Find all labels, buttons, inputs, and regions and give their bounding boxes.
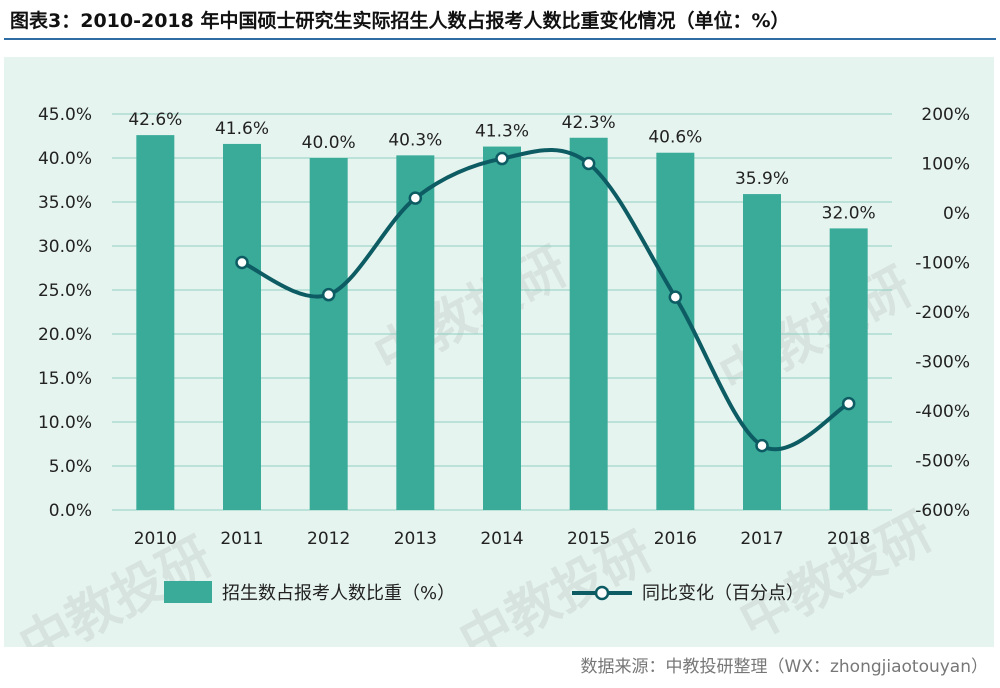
bar-data-label: 35.9%	[735, 169, 789, 189]
bar-data-label: 41.3%	[475, 122, 529, 142]
y-right-tick-label: 200%	[921, 105, 970, 125]
source-note: 数据来源：中教投研整理（WX：zhongjiaotouyan）	[580, 657, 988, 677]
bar-data-label: 40.6%	[648, 128, 702, 148]
y-right-tick-label: -100%	[915, 254, 970, 274]
y-right-tick-label: -400%	[915, 402, 970, 422]
legend-bar-label: 招生数占报考人数比重（%）	[222, 583, 455, 604]
y-left-tick-label: 5.0%	[49, 457, 92, 477]
y-right-tick-label: 0%	[943, 204, 970, 224]
y-right-tick-label: -500%	[915, 452, 970, 472]
bar	[829, 228, 868, 510]
x-tick-label: 2010	[134, 529, 177, 549]
x-tick-label: 2012	[307, 529, 350, 549]
chart-panel: 中教投研 中教投研 中教投研 中教投研 中教投研 0.0% 5.0% 10.0% 15.0% 20…	[4, 57, 994, 647]
watermark: 中教投研	[710, 257, 922, 408]
bar	[223, 143, 261, 511]
legend-line-marker	[594, 585, 610, 601]
y-left-tick-label: 0.0%	[49, 501, 92, 521]
bar	[743, 194, 781, 510]
bar	[309, 158, 348, 510]
line-marker	[235, 255, 249, 270]
bar-data-label: 42.6%	[128, 110, 182, 130]
line-marker	[841, 396, 856, 411]
line-marker	[668, 290, 683, 304]
line-marker	[495, 151, 509, 166]
bar-data-label: 40.3%	[388, 130, 442, 150]
legend-bar-swatch	[164, 581, 212, 603]
line-marker	[755, 438, 769, 453]
y-left-tick-label: 45.0%	[38, 105, 92, 125]
x-tick-label: 2011	[220, 529, 263, 549]
watermark: 中教投研	[730, 502, 942, 647]
x-tick-label: 2014	[480, 529, 523, 549]
line-marker	[408, 191, 423, 205]
line-marker	[321, 287, 336, 302]
bar-data-label: 41.6%	[215, 119, 269, 139]
bar	[656, 152, 695, 510]
y-right-tick-label: -200%	[915, 303, 970, 323]
y-left-tick-label: 40.0%	[38, 149, 92, 169]
y-right-tick-label: -600%	[915, 501, 970, 521]
x-tick-label: 2018	[827, 529, 870, 549]
y-left-tick-label: 15.0%	[38, 369, 92, 389]
chart-title: 图表3：2010-2018 年中国硕士研究生实际招生人数占报考人数比重变化情况（…	[10, 10, 790, 32]
y-left-tick-label: 30.0%	[38, 237, 92, 257]
y-left-tick-label: 25.0%	[38, 281, 92, 301]
legend-line-label: 同比变化（百分点）	[642, 583, 804, 604]
x-tick-label: 2016	[654, 529, 697, 549]
x-tick-label: 2015	[567, 529, 610, 549]
bar-data-label: 32.0%	[822, 203, 876, 223]
bar-data-label: 42.3%	[562, 113, 616, 133]
x-tick-label: 2013	[394, 529, 437, 549]
y-right-tick-label: -300%	[915, 353, 970, 373]
bar	[569, 137, 608, 510]
y-left-tick-label: 20.0%	[38, 325, 92, 345]
y-right-tick-label: 100%	[921, 155, 970, 175]
bar	[136, 135, 175, 510]
y-left-tick-label: 10.0%	[38, 413, 92, 433]
bar-data-label: 40.0%	[302, 133, 356, 153]
y-left-tick-label: 35.0%	[38, 193, 92, 213]
x-tick-label: 2017	[740, 529, 783, 549]
bar	[396, 155, 435, 511]
line-marker	[581, 156, 596, 171]
bar	[483, 146, 521, 510]
line-series-path	[240, 148, 851, 452]
title-divider	[4, 38, 996, 40]
